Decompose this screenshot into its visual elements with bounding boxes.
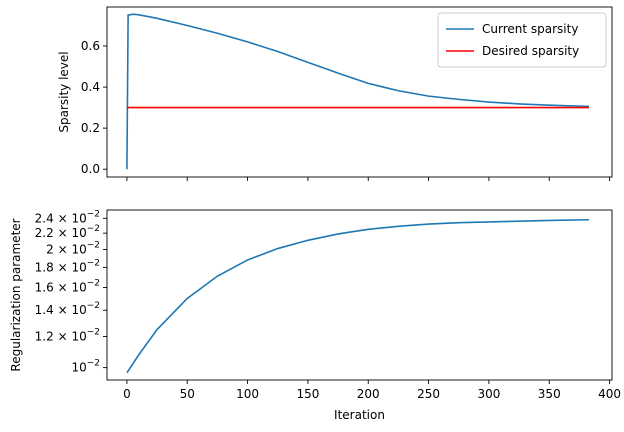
axes-frame [106, 6, 613, 178]
y-tick-label: 1.2 × 10−2 [35, 328, 100, 344]
y-tick-label: 1.6 × 10−2 [35, 278, 100, 294]
x-tick-label: 50 [180, 387, 195, 401]
x-tick-label: 400 [598, 387, 621, 401]
y-tick-label: 2 × 10−2 [46, 240, 100, 256]
y-tick-label: 2.2 × 10−2 [35, 224, 100, 240]
axes-frame [106, 209, 613, 381]
x-tick-label: 350 [538, 387, 561, 401]
x-tick-label: 150 [296, 387, 319, 401]
x-tick-label: 250 [417, 387, 440, 401]
y-tick-label: 1.4 × 10−2 [35, 301, 100, 317]
y-tick-label: 0.4 [81, 80, 100, 94]
series-line-current-sparsity [126, 13, 590, 170]
y-tick-label: 10−2 [71, 359, 100, 375]
y-tick-label: 0.2 [81, 121, 100, 135]
y-tick-label: 0.0 [81, 162, 100, 176]
series-line-regularization [126, 218, 590, 374]
y-tick-label: 1.8 × 10−2 [35, 258, 100, 274]
regularization-plot: 0 50 100 150 200 250 300 350 400 10−2 1.2 × 10−2 1.… [9, 209, 621, 422]
legend: Current sparsity Desired sparsity [437, 12, 607, 68]
sparsity-plot: 0.0 0.2 0.4 0.6 Sparsity level Current sparsi… [57, 6, 613, 181]
x-tick-label: 100 [236, 387, 259, 401]
legend-box [437, 12, 607, 68]
y-tick-label: 0.6 [81, 39, 100, 53]
y-tick-label: 2.4 × 10−2 [35, 209, 100, 225]
y-axis-label: Sparsity level [57, 51, 71, 132]
x-tick-label: 300 [477, 387, 500, 401]
x-tick-label: 0 [123, 387, 131, 401]
x-tick-label: 200 [357, 387, 380, 401]
y-axis-label: Regularization parameter [9, 218, 23, 371]
legend-label: Current sparsity [482, 22, 578, 36]
x-axis-label: Iteration [334, 408, 385, 422]
legend-label: Desired sparsity [482, 44, 579, 58]
